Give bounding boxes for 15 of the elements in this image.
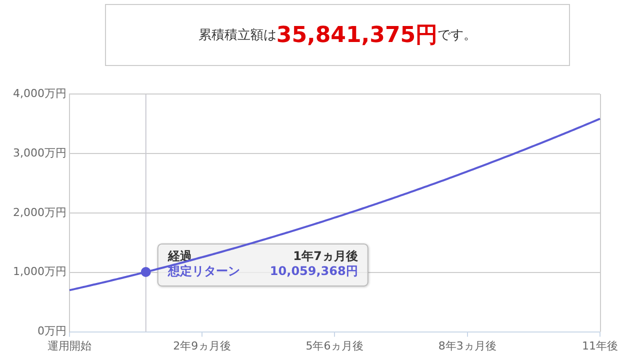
x-tick-label: 運用開始 bbox=[47, 339, 92, 352]
x-tick-label: 5年6ヵ月後 bbox=[306, 339, 364, 352]
annotation: 10,059,368円 bbox=[270, 264, 358, 278]
annotation: 1年7ヵ月後 bbox=[293, 249, 358, 264]
y-tick-label: 0万円 bbox=[37, 324, 66, 338]
x-tick-label: 11年後 bbox=[582, 339, 618, 352]
x-tick-label: 2年9ヵ月後 bbox=[173, 339, 232, 352]
y-tick-label: 4,000万円 bbox=[12, 86, 66, 100]
line-series bbox=[68, 118, 601, 292]
x-tick-label: 8年3ヵ月後 bbox=[438, 339, 496, 352]
chart-title: 累積積立額は35,841,375円です。 bbox=[198, 22, 477, 50]
y-tick-label: 3,000万円 bbox=[12, 146, 66, 160]
y-tick-label: 2,000万円 bbox=[12, 206, 66, 219]
y-tick-label: 1,000万円 bbox=[12, 265, 66, 278]
annotation: 想定リターン bbox=[166, 264, 240, 278]
